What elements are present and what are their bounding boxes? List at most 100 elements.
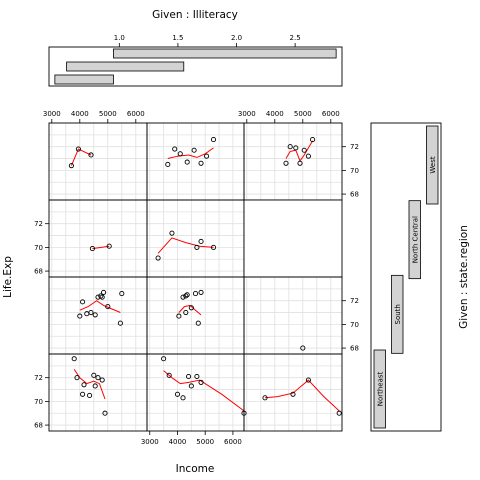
data-point [81, 382, 87, 388]
data-point [105, 304, 111, 310]
smooth-line [163, 370, 245, 412]
panel-background [49, 123, 147, 200]
data-point [92, 383, 98, 389]
data-point [165, 161, 171, 168]
y-tick-label: 70 [34, 244, 43, 252]
x-tick-label: 6000 [127, 110, 145, 118]
data-point [192, 291, 199, 297]
panel-data-r3-c1 [161, 356, 247, 416]
smooth-line [167, 147, 214, 159]
smooth-line [285, 140, 314, 162]
panel-background [49, 277, 147, 354]
data-point [101, 289, 107, 295]
data-point [117, 320, 123, 326]
y-axis-label: Life.Exp [2, 256, 14, 298]
data-point [95, 375, 101, 381]
y-tick-label: 70 [350, 321, 359, 329]
smooth-line [264, 379, 340, 412]
data-point [305, 153, 311, 159]
given-tick-label: 1.0 [114, 34, 125, 42]
data-point [155, 255, 161, 261]
smooth-line [70, 148, 92, 166]
panel-data-r0-c0 [68, 146, 94, 169]
data-point [210, 137, 217, 143]
panel-r1-c1 [147, 199, 244, 277]
data-point [91, 372, 97, 378]
illiteracy-interval-bar [54, 74, 114, 85]
smooth-line [92, 245, 110, 250]
data-point [195, 320, 201, 326]
data-point [198, 379, 204, 385]
data-point [98, 293, 104, 299]
panel-r1-c0 [49, 199, 147, 277]
panel-data-r0-c1 [165, 137, 217, 168]
panel-background [147, 354, 244, 431]
panel-data-r1-c0 [89, 243, 112, 252]
y-tick-label: 68 [350, 345, 359, 353]
x-tick-label: 5000 [196, 438, 214, 446]
right-given-label: Given : state.region [458, 225, 470, 329]
data-point [87, 392, 93, 399]
data-point [262, 395, 268, 401]
data-point [80, 299, 86, 305]
data-point [74, 375, 80, 381]
data-point [301, 147, 307, 153]
data-point [336, 410, 342, 416]
data-point [287, 144, 293, 150]
region-bar-label: North Central [411, 216, 419, 263]
data-point [180, 294, 186, 300]
panel-r0-c2 [244, 122, 342, 200]
given-tick-label: 1.5 [172, 34, 183, 42]
data-point [198, 238, 204, 245]
illiteracy-interval-bar [113, 48, 337, 59]
data-point [183, 309, 189, 316]
data-point [198, 160, 204, 166]
panel-r2-c1 [147, 276, 244, 354]
region-bar-label: South [394, 304, 402, 324]
data-point [68, 163, 74, 169]
y-tick-label: 70 [350, 167, 359, 175]
data-point [194, 373, 200, 380]
panel-data-r2-c1 [176, 289, 204, 326]
panel-background [147, 123, 244, 200]
top-given-label: Given : Illiteracy [152, 9, 238, 21]
region-bar [426, 125, 439, 205]
y-tick-label: 72 [350, 297, 359, 305]
data-point [166, 372, 172, 378]
data-point [75, 146, 81, 152]
data-point [188, 383, 194, 389]
data-point [184, 292, 190, 298]
panel-data-r1-c1 [155, 230, 217, 261]
y-tick-label: 72 [34, 374, 43, 382]
illiteracy-interval-bar [66, 61, 185, 72]
x-tick-label: 3000 [141, 438, 159, 446]
x-tick-label: 4000 [266, 110, 284, 118]
region-bar-label: West [429, 156, 437, 173]
data-point [89, 246, 95, 252]
data-point [169, 230, 175, 236]
data-point [305, 377, 311, 383]
data-point [183, 293, 189, 299]
data-point [188, 305, 194, 311]
data-point [198, 289, 204, 295]
data-point [119, 291, 125, 297]
panel-r0-c0 [49, 122, 147, 200]
x-tick-label: 6000 [224, 438, 242, 446]
data-point [297, 160, 303, 166]
data-point [99, 294, 105, 300]
data-point [283, 160, 289, 166]
region-bar [408, 200, 421, 280]
y-tick-label: 70 [34, 398, 43, 406]
x-axis-label: Income [176, 463, 215, 475]
data-point [290, 391, 296, 397]
data-point [92, 312, 98, 318]
data-point [161, 356, 167, 362]
given-tick-label: 2.5 [290, 34, 301, 42]
y-tick-label: 68 [34, 422, 43, 430]
panel-data-r3-c2 [262, 345, 342, 416]
data-point [172, 146, 178, 152]
panel-r2-c2 [244, 276, 342, 354]
panel-r2-c0 [49, 276, 147, 354]
data-point [106, 243, 112, 249]
data-point [99, 377, 105, 383]
